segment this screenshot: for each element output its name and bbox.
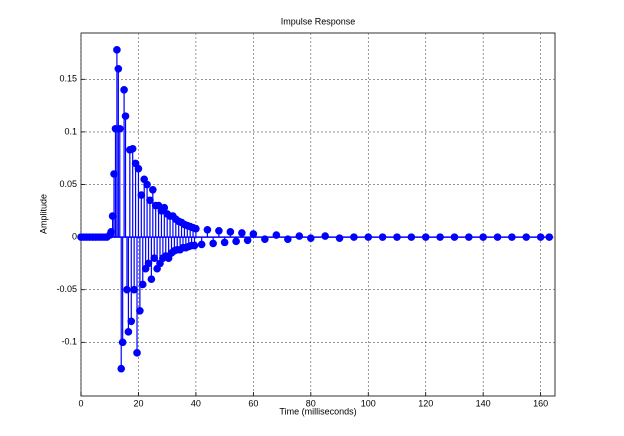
stem-marker	[220, 238, 229, 247]
y-tick-label: -0.1	[61, 337, 77, 347]
stem-marker	[378, 233, 387, 241]
x-tick-label: 0	[78, 398, 83, 408]
stem-marker	[120, 86, 128, 94]
stem-marker	[479, 233, 487, 241]
stem-marker	[536, 233, 545, 241]
stem-marker	[238, 229, 246, 237]
y-tick-label: 0.1	[64, 126, 77, 136]
stem-marker	[232, 237, 240, 246]
stem-marker	[203, 225, 212, 234]
stem-marker	[436, 233, 444, 241]
y-tick-label: 0	[72, 231, 77, 241]
x-tick-label: 160	[533, 398, 548, 408]
stem-marker	[134, 164, 143, 173]
stem-marker	[243, 236, 252, 245]
y-axis-label: Amplitude	[38, 194, 48, 234]
stem-marker	[350, 233, 358, 241]
stem-marker	[136, 306, 144, 315]
stem-marker	[149, 185, 157, 194]
stem-marker	[522, 233, 531, 241]
y-tick-label: -0.05	[56, 284, 77, 294]
stem-marker	[160, 203, 169, 212]
x-tick-label: 40	[191, 398, 201, 408]
x-tick-label: 120	[418, 398, 433, 408]
stem-marker	[113, 46, 121, 54]
stem-marker	[127, 317, 136, 326]
stem-marker	[197, 240, 206, 249]
x-tick-label: 140	[476, 398, 491, 408]
stem-marker	[143, 180, 151, 189]
stem-marker	[364, 233, 373, 241]
stem-marker	[215, 227, 223, 235]
x-tick-label: 100	[361, 398, 376, 408]
stem-marker	[147, 275, 156, 284]
stem-marker	[295, 232, 304, 240]
x-tick-label: 20	[133, 398, 143, 408]
stem-marker	[190, 241, 199, 250]
stem-marker	[321, 232, 329, 240]
stem-marker	[123, 285, 131, 294]
stem-marker	[450, 233, 459, 241]
plot-area	[80, 32, 556, 397]
stem-marker	[249, 230, 258, 238]
stem-marker	[114, 64, 123, 73]
stem-marker	[261, 235, 269, 244]
x-tick-label: 80	[306, 398, 316, 408]
stem-marker	[493, 233, 502, 241]
stem-marker	[407, 233, 416, 241]
x-tick-label: 60	[248, 398, 258, 408]
y-tick-label: 0.05	[59, 179, 77, 189]
stem-marker	[124, 328, 133, 336]
x-axis-label: Time (milliseconds)	[279, 406, 356, 416]
stem-marker	[226, 228, 235, 236]
stem-marker	[117, 364, 126, 373]
stem-marker	[465, 233, 473, 241]
stem-marker	[118, 338, 127, 347]
stem-marker	[421, 233, 430, 241]
stem-marker	[393, 233, 401, 241]
stem-marker	[284, 235, 292, 244]
stem-marker	[121, 112, 130, 120]
stem-marker	[138, 280, 147, 289]
stem-marker	[272, 231, 281, 239]
stem-marker	[545, 233, 554, 241]
stem-marker	[133, 349, 141, 357]
chart-title: Impulse Response	[281, 16, 356, 26]
stem-marker	[192, 224, 200, 233]
y-tick-label: 0.15	[59, 74, 77, 84]
stem-marker	[508, 233, 516, 241]
stem-marker	[307, 234, 315, 242]
stem-marker	[115, 124, 124, 133]
stem-marker	[128, 144, 137, 153]
stem-marker	[335, 234, 344, 242]
stem-marker	[209, 239, 217, 248]
